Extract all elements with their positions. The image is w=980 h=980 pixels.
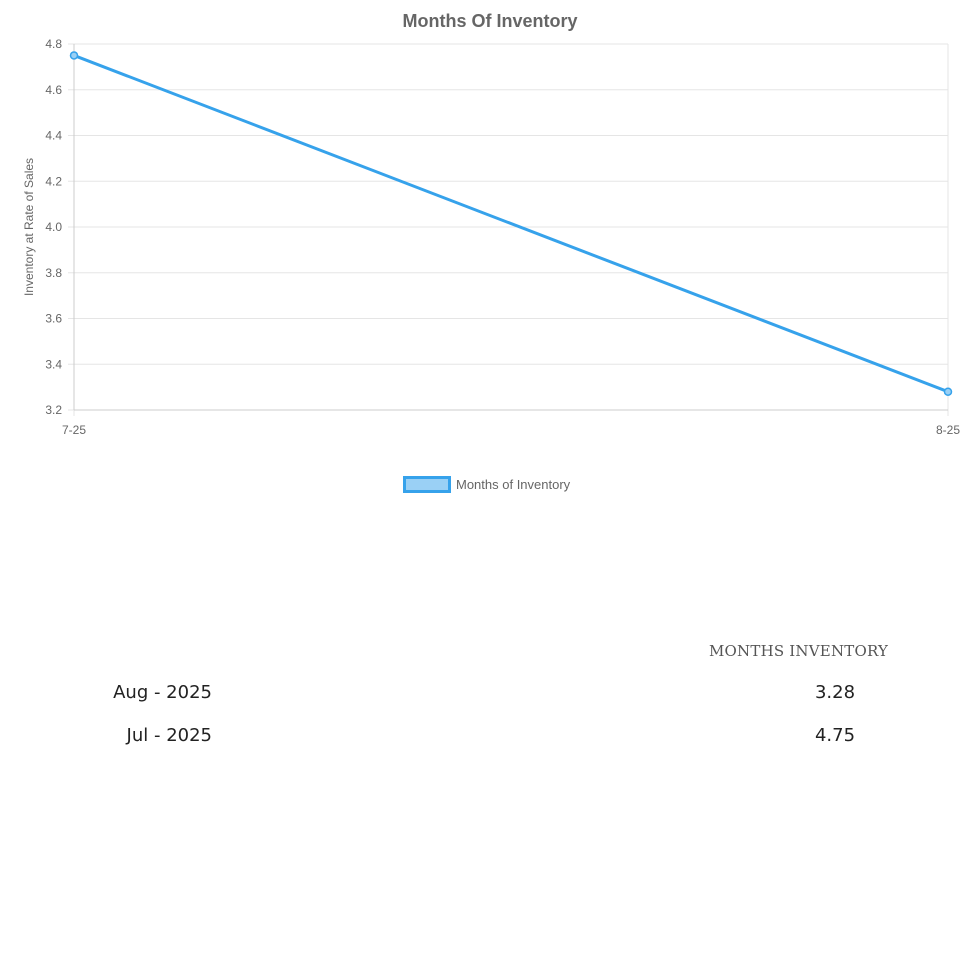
legend-swatch <box>403 476 451 493</box>
data-point <box>69 51 79 60</box>
months-of-inventory-chart: Months Of Inventory Inventory at Rate of… <box>22 11 960 493</box>
y-tick-label: 3.2 <box>45 403 62 417</box>
y-tick-label: 4.0 <box>45 220 62 234</box>
row-value: 3.28 <box>814 682 856 703</box>
y-tick-label: 4.8 <box>45 37 62 51</box>
y-tick-label: 4.2 <box>45 174 62 188</box>
series-layer <box>69 51 953 396</box>
row-month: Jul - 2025 <box>126 725 212 746</box>
grid-lines <box>68 43 949 416</box>
table-row: Aug - 2025 3.28 <box>0 682 980 712</box>
row-month: Aug - 2025 <box>113 682 212 703</box>
y-tick-label: 3.4 <box>45 357 62 371</box>
months-inventory-header: MONTHS INVENTORY <box>709 642 889 660</box>
row-value: 4.75 <box>814 725 856 746</box>
data-point <box>943 387 953 396</box>
y-axis-label: Inventory at Rate of Sales <box>22 158 36 296</box>
x-tick-labels: 7-25 8-25 <box>62 423 960 437</box>
y-tick-label: 4.4 <box>45 129 62 143</box>
chart-title: Months Of Inventory <box>403 11 578 31</box>
y-tick-label: 4.6 <box>45 83 62 97</box>
legend-label: Months of Inventory <box>456 477 571 492</box>
legend[interactable]: Months of Inventory <box>403 476 571 493</box>
y-tick-label: 3.8 <box>45 266 62 280</box>
table-row: Jul - 2025 4.75 <box>0 725 980 755</box>
y-tick-labels: 4.8 4.6 4.4 4.2 4.0 3.8 3.6 3.4 3.2 <box>45 37 62 417</box>
series-line <box>73 54 949 394</box>
y-tick-label: 3.6 <box>45 312 62 326</box>
x-tick-label: 7-25 <box>62 423 86 437</box>
x-tick-label: 8-25 <box>936 423 960 437</box>
